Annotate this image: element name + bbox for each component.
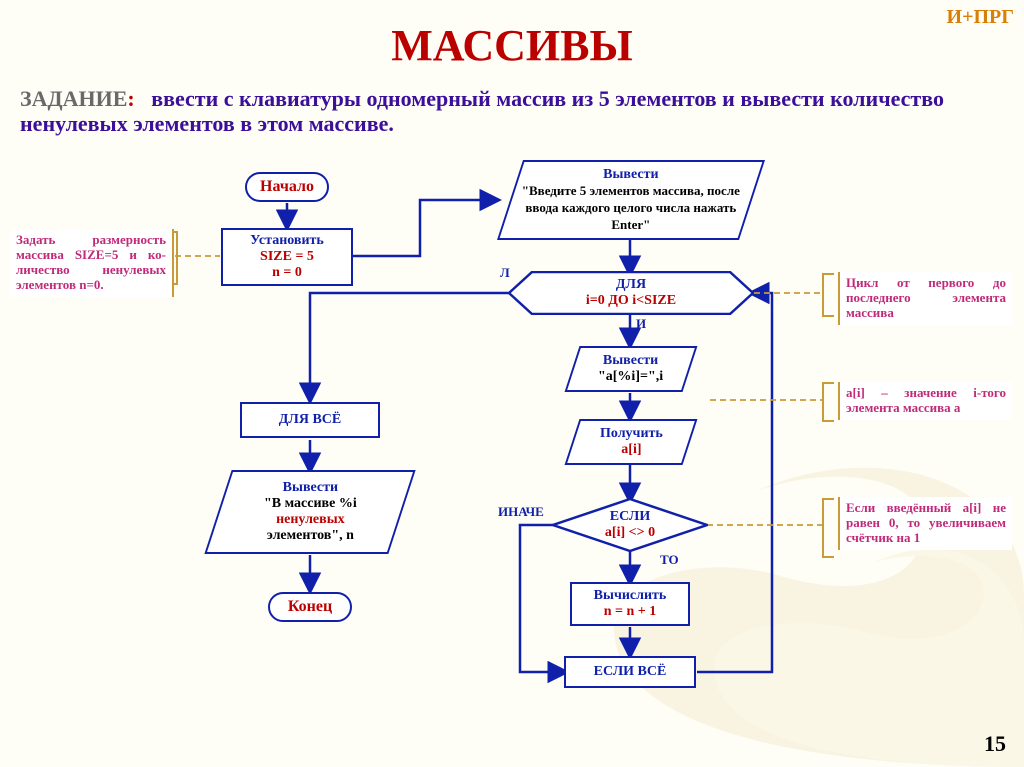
process-forall: ДЛЯ ВСЁ <box>240 402 380 438</box>
bracket-n2 <box>822 273 834 317</box>
label-then: ТО <box>660 552 679 568</box>
label-false: Л <box>500 265 510 281</box>
task-line: ЗАДАНИЕ: ввести с клавиатуры одномерный … <box>20 86 985 137</box>
terminal-start: Начало <box>245 172 329 202</box>
decision-if: ЕСЛИa[i] <> 0 <box>552 498 708 552</box>
label-else: ИНАЧЕ <box>498 504 544 520</box>
task-text: ввести с клавиатуры одномерный массив из… <box>20 86 944 136</box>
bracket-n3 <box>822 382 834 422</box>
io-out-ai: Вывести"a[%i]=",i <box>565 346 698 392</box>
process-ifall: ЕСЛИ ВСЁ <box>564 656 696 688</box>
note-n4: Если введённый a[i] не равен 0, то увели… <box>838 497 1012 550</box>
page-number: 15 <box>984 731 1006 757</box>
loop-for: ДЛЯi=0 ДО i<SIZE <box>508 271 754 315</box>
bracket-n4 <box>822 498 834 558</box>
label-true: И <box>636 316 646 332</box>
note-n1: Задать размерность массива SIZE=5 и ко-л… <box>10 229 174 297</box>
process-setup: Установить SIZE = 5 n = 0 <box>221 228 353 286</box>
process-calc: Вычислить n = n + 1 <box>570 582 690 626</box>
note-n3: a[i] – значение i-того элемента массива … <box>838 382 1012 420</box>
io-result: Вывести "В массиве %i ненулевых элементо… <box>204 470 415 554</box>
io-get-ai: Получитьa[i] <box>565 419 698 465</box>
io-prompt: Вывести "Введите 5 элементов массива, по… <box>497 160 765 240</box>
page-title: МАССИВЫ <box>0 20 1024 71</box>
note-n2: Цикл от первого до последнего элемента м… <box>838 272 1012 325</box>
task-label: ЗАДАНИЕ <box>20 86 127 111</box>
terminal-end: Конец <box>268 592 352 622</box>
